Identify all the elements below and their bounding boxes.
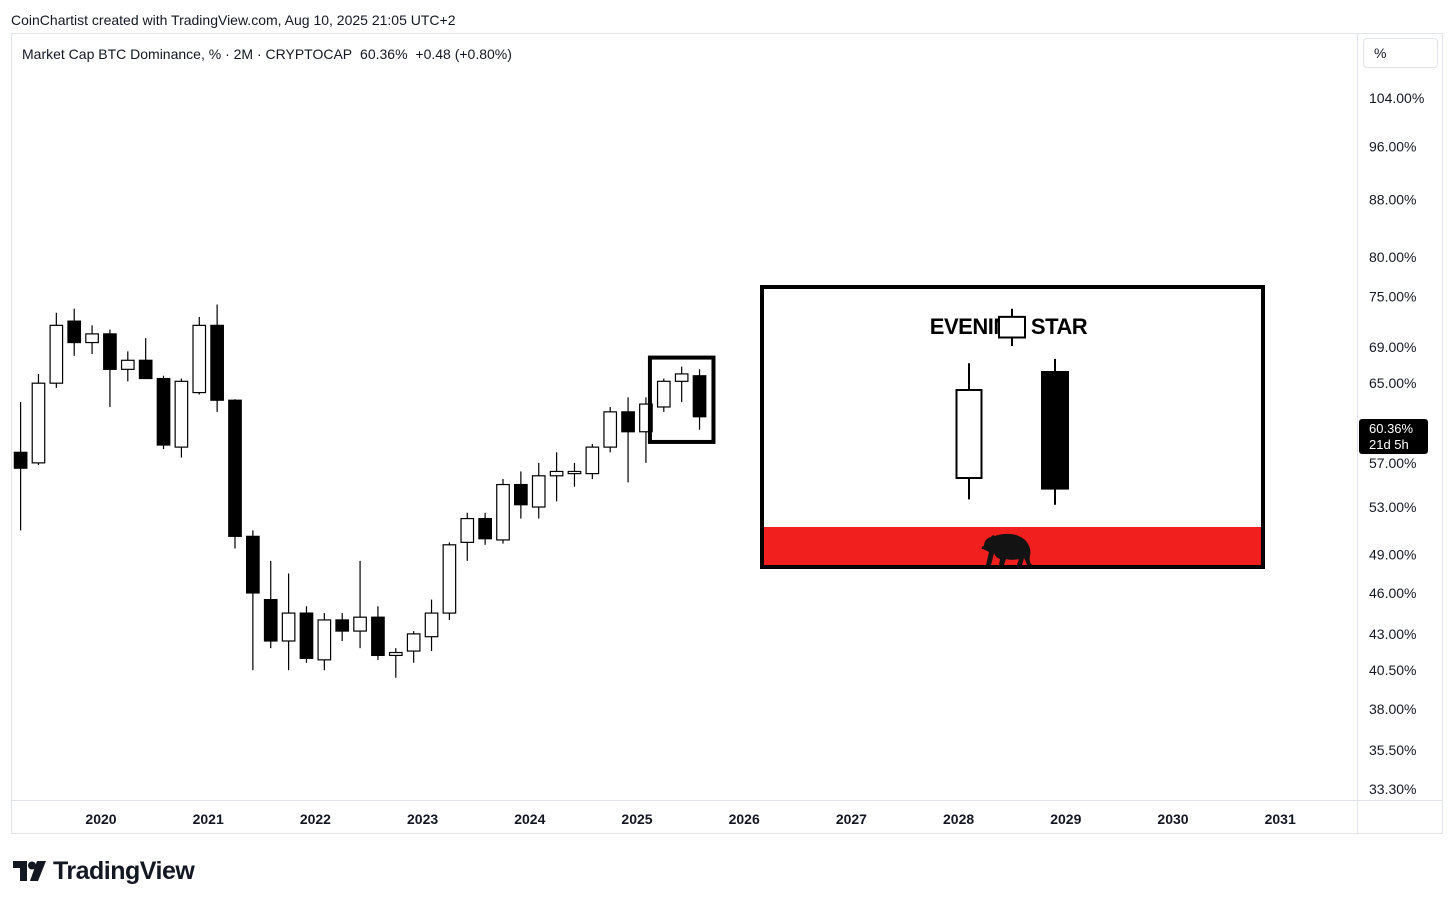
candle-bearish: [138, 359, 153, 380]
candles-group: [13, 304, 707, 678]
candle-bullish: [549, 470, 564, 477]
y-tick-label: 33.30%: [1369, 781, 1416, 797]
candle-bearish: [371, 616, 385, 657]
x-tick-label: 2025: [621, 811, 652, 827]
x-tick-label: 2030: [1157, 811, 1188, 827]
candle-bullish: [585, 446, 600, 475]
y-tick-label: 65.00%: [1369, 375, 1416, 391]
candle-bullish: [674, 373, 689, 382]
last-price-tag: [1359, 419, 1428, 454]
candle-bearish: [621, 411, 635, 433]
y-tick-label: 75.00%: [1369, 288, 1416, 304]
x-tick-label: 2023: [407, 811, 438, 827]
candle-bullish: [317, 619, 332, 661]
candle-bullish: [49, 324, 64, 384]
legend-last-value: 60.36%: [360, 46, 408, 62]
x-tick-label: 2027: [836, 811, 867, 827]
bear-icon: [981, 533, 1032, 565]
chart-frame: [11, 33, 1443, 834]
evening-star-panel: EVENING STAR: [760, 285, 1265, 569]
candle-bullish: [603, 411, 618, 448]
candle-bullish: [388, 651, 403, 657]
x-tick-label: 2021: [193, 811, 224, 827]
tradingview-wordmark: TradingView: [53, 856, 195, 885]
candle-bearish: [263, 598, 278, 642]
y-tick-label: 35.50%: [1369, 742, 1416, 758]
candle-bullish: [656, 380, 671, 408]
candle-bullish: [460, 517, 475, 543]
x-tick-label: 2026: [729, 811, 760, 827]
bar-countdown: 21d 5h: [1369, 437, 1409, 452]
candle-bearish: [514, 483, 528, 506]
tradingview-logo-icon: [13, 861, 46, 881]
x-tick-label: 2022: [300, 811, 331, 827]
candle-bullish: [120, 359, 135, 370]
candle-bearish: [692, 375, 707, 418]
x-tick-label: 2024: [514, 811, 545, 827]
candle-bullish: [496, 483, 510, 541]
chart-credit: CoinChartist created with TradingView.co…: [11, 12, 456, 28]
candle-bearish: [478, 517, 492, 540]
y-tick-label: 104.00%: [1369, 90, 1424, 106]
y-tick-label: 49.00%: [1369, 547, 1416, 563]
y-tick-label: 57.00%: [1369, 455, 1416, 471]
candle-bearish: [67, 320, 82, 344]
pattern-highlight-box: [647, 355, 716, 444]
legend-change: +0.48 (+0.80%): [415, 46, 512, 62]
candle-bearish: [228, 399, 242, 537]
last-price-value: 60.36%: [1369, 421, 1414, 436]
x-tick-label: 2028: [943, 811, 974, 827]
y-tick-label: 80.00%: [1369, 249, 1416, 265]
bear-silhouette: [981, 533, 1032, 565]
symbol-legend: Market Cap BTC Dominance, % · 2M · CRYPT…: [22, 46, 516, 62]
y-tick-label: 38.00%: [1369, 701, 1416, 717]
tradingview-brand[interactable]: TradingView: [13, 855, 195, 887]
candle-bearish: [13, 451, 28, 469]
pattern-candle-bearish: [1041, 371, 1069, 490]
candle-bearish: [103, 333, 117, 370]
candle-bullish: [281, 612, 296, 642]
pattern-candle-bullish: [955, 389, 983, 479]
panel-border: [760, 285, 1265, 569]
legend-symbol: Market Cap BTC Dominance, % · 2M · CRYPT…: [22, 46, 353, 62]
y-tick-label: 46.00%: [1369, 585, 1416, 601]
candle-bullish: [442, 544, 457, 614]
x-tick-label: 2029: [1050, 811, 1081, 827]
y-tick-label: 96.00%: [1369, 139, 1416, 155]
candle-bullish: [31, 382, 46, 464]
y-tick-label: 53.00%: [1369, 499, 1416, 515]
candle-bullish: [406, 633, 421, 652]
candle-bullish: [174, 380, 189, 448]
y-tick-label: 88.00%: [1369, 191, 1416, 207]
y-tick-label: 43.00%: [1369, 626, 1416, 642]
x-tick-label: 2031: [1265, 811, 1296, 827]
y-tick-label: 40.50%: [1369, 662, 1416, 678]
candle-bearish: [210, 324, 224, 401]
x-tick-label: 2020: [85, 811, 116, 827]
candle-bullish: [85, 333, 99, 344]
candle-bearish: [246, 535, 260, 594]
candle-bullish: [192, 324, 207, 394]
pattern-candle-bullish: [998, 315, 1026, 339]
candle-bullish: [353, 616, 367, 632]
y-tick-label: 69.00%: [1369, 339, 1416, 355]
scale-mode-button[interactable]: %: [1363, 38, 1438, 68]
candle-bearish: [299, 612, 314, 659]
candle-bearish: [335, 619, 350, 632]
candle-bearish: [156, 377, 171, 446]
candle-bullish: [531, 475, 546, 508]
candle-bullish: [567, 470, 582, 475]
candle-bullish: [424, 612, 439, 638]
